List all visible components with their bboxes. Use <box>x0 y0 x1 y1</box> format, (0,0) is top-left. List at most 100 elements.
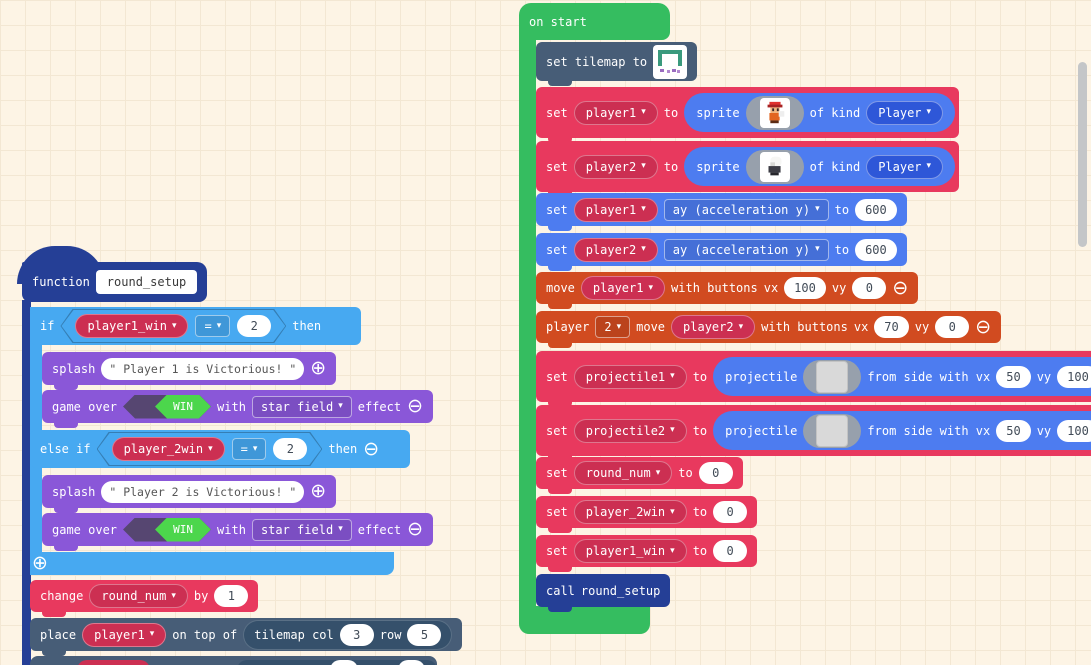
variable-dropdown-player-2win[interactable]: player_2win ▾ <box>112 437 225 461</box>
row-number-input[interactable]: 5 <box>407 623 442 646</box>
variable-dropdown-round-num[interactable]: round_num ▾ <box>573 461 673 485</box>
condition-hexagon[interactable]: player_2win ▾ = ▾ 2 <box>97 432 323 466</box>
sprite-of-kind-block[interactable]: sprite of kind Player ▾ <box>684 147 956 186</box>
effect-dropdown[interactable]: star field ▾ <box>251 395 352 418</box>
player-number-dropdown[interactable]: 2 ▾ <box>595 316 631 338</box>
plus-circle-icon[interactable]: ⊕ <box>310 357 327 379</box>
call-function-block[interactable]: call round_setup <box>536 574 671 612</box>
tilemap-thumbnail[interactable] <box>653 44 688 79</box>
win-toggle[interactable]: WIN <box>123 395 211 419</box>
variable-dropdown-player-2win[interactable]: player_2win ▾ <box>573 500 687 524</box>
number-input[interactable]: 600 <box>855 238 897 261</box>
vertical-scrollbar[interactable] <box>1078 62 1087 247</box>
game-over-block-2[interactable]: game over WIN with star field ▾ effect ⊖ <box>42 513 433 551</box>
variable-dropdown-player1[interactable]: player1 ▾ <box>573 197 658 222</box>
property-dropdown[interactable]: ay (acceleration y) ▾ <box>663 198 829 221</box>
sprite-image-field[interactable] <box>745 95 804 130</box>
place-on-tile-block[interactable]: place player1 ▾ on top of tilemap col 3 … <box>30 618 463 656</box>
number-input[interactable]: 1 <box>214 585 249 607</box>
projectile-from-side-block[interactable]: projectile from side with vx 50 vy 100 <box>713 411 1091 450</box>
set-player1-win-block[interactable]: set player1_win ▾ to 0 <box>536 535 758 572</box>
number-input[interactable]: 2 <box>273 438 307 460</box>
set-sprite-property-block-2[interactable]: set player2 ▾ ay (acceleration y) ▾ to 6… <box>536 233 907 271</box>
variable-dropdown-player1-win[interactable]: player1_win ▾ <box>75 314 188 338</box>
vx-number-input[interactable]: 50 <box>996 419 1031 442</box>
minus-circle-icon[interactable]: ⊖ <box>363 437 380 460</box>
property-dropdown[interactable]: ay (acceleration y) ▾ <box>663 238 829 261</box>
projectile-image-field[interactable] <box>803 359 862 394</box>
condition-hexagon[interactable]: player1_win ▾ = ▾ 2 <box>60 309 286 343</box>
place-block-partial[interactable] <box>30 656 437 665</box>
move-with-buttons-block[interactable]: move player1 ▾ with buttons vx 100 vy 0 … <box>536 272 919 309</box>
set-variable-sprite-block-2[interactable]: set player2 ▾ to sprite of kind Play <box>536 141 960 197</box>
variable-dropdown-player1[interactable]: player1 ▾ <box>82 622 167 647</box>
set-variable-sprite-block-1[interactable]: set player1 ▾ to sprite <box>536 87 960 143</box>
win-toggle[interactable]: WIN <box>123 518 211 542</box>
player2-move-with-buttons-block[interactable]: player 2 ▾ move player2 ▾ with buttons v… <box>536 311 1002 348</box>
dropdown-arrow-icon: ▾ <box>641 161 646 171</box>
kind-dropdown[interactable]: Player ▾ <box>866 100 944 125</box>
number-input[interactable]: 2 <box>237 315 271 337</box>
variable-dropdown-round-num[interactable]: round_num ▾ <box>89 584 188 608</box>
minus-circle-icon[interactable]: ⊖ <box>892 276 909 299</box>
function-name-input[interactable]: round_setup <box>95 270 198 294</box>
effect-dropdown[interactable]: star field ▾ <box>251 518 352 541</box>
to-label: to <box>692 505 708 519</box>
set-player-2win-block[interactable]: set player_2win ▾ to 0 <box>536 496 758 533</box>
variable-dropdown-projectile2[interactable]: projectile2 ▾ <box>573 418 687 443</box>
comparison-operator-dropdown[interactable]: = ▾ <box>195 315 230 337</box>
number-input[interactable]: 0 <box>698 462 733 484</box>
variable-dropdown-player1[interactable]: player1 ▾ <box>573 100 658 125</box>
projectile-image-field[interactable] <box>803 413 862 448</box>
variable-dropdown-projectile1[interactable]: projectile1 ▾ <box>573 364 687 389</box>
number-input[interactable]: 600 <box>855 198 897 221</box>
vx-number-input[interactable]: 70 <box>874 316 909 338</box>
variable-name: projectile2 <box>585 423 666 438</box>
vy-number-input[interactable]: 0 <box>935 316 970 338</box>
splash-block-2[interactable]: splash " Player 2 is Victorious! " ⊕ <box>42 475 337 513</box>
variable-dropdown-player2[interactable]: player2 ▾ <box>573 237 658 262</box>
minus-circle-icon[interactable]: ⊖ <box>407 395 423 417</box>
vx-label: vx <box>853 320 869 334</box>
if-block[interactable]: if player1_win ▾ = ▾ 2 then <box>30 307 361 345</box>
plus-circle-icon[interactable]: ⊕ <box>32 552 48 574</box>
minus-circle-icon[interactable]: ⊖ <box>407 518 423 540</box>
kind-dropdown[interactable]: Player ▾ <box>866 154 944 179</box>
plus-circle-icon[interactable]: ⊕ <box>310 480 327 502</box>
comparison-operator-dropdown[interactable]: = ▾ <box>232 438 267 460</box>
on-start-block[interactable]: on start <box>519 3 670 40</box>
variable-dropdown-player2[interactable]: player2 ▾ <box>573 154 658 179</box>
tilemap-location-block[interactable]: tilemap col 3 row 5 <box>243 619 453 650</box>
set-tilemap-block[interactable]: set tilemap to <box>536 42 698 86</box>
string-input[interactable]: " Player 2 is Victorious! " <box>101 480 305 503</box>
vy-number-input[interactable]: 0 <box>852 277 887 299</box>
with-label: with <box>217 399 246 414</box>
sprite-of-kind-block[interactable]: sprite of kind Player <box>684 93 956 132</box>
variable-dropdown-player2[interactable]: player2 ▾ <box>671 315 756 339</box>
game-over-block-1[interactable]: game over WIN with star field ▾ effect ⊖ <box>42 390 433 428</box>
vx-number-input[interactable]: 50 <box>996 365 1031 388</box>
col-number-input[interactable]: 3 <box>339 623 374 646</box>
vy-number-input[interactable]: 100 <box>1057 419 1091 442</box>
if-block-footer[interactable]: ⊕ <box>30 552 394 575</box>
variable-dropdown-player1[interactable]: player1 ▾ <box>580 276 666 300</box>
number-input[interactable]: 0 <box>713 540 748 562</box>
function-definition-block[interactable]: function round_setup <box>22 262 208 302</box>
vx-number-input[interactable]: 100 <box>784 277 826 299</box>
else-if-bar[interactable]: else if player_2win ▾ = ▾ 2 then ⊖ <box>30 430 410 468</box>
projectile-from-side-block[interactable]: projectile from side with vx 50 vy 100 <box>713 357 1091 396</box>
set-sprite-property-block-1[interactable]: set player1 ▾ ay (acceleration y) ▾ to 6… <box>536 193 907 231</box>
vy-number-input[interactable]: 100 <box>1057 365 1091 388</box>
minus-circle-icon[interactable]: ⊖ <box>975 315 992 338</box>
number-input[interactable]: 0 <box>713 501 748 523</box>
dropdown-arrow-icon: ▾ <box>252 443 258 454</box>
set-projectile-block-1[interactable]: set projectile1 ▾ to projectile from sid… <box>536 351 1091 407</box>
variable-dropdown-player1-win[interactable]: player1_win ▾ <box>573 539 687 563</box>
set-round-num-block[interactable]: set round_num ▾ to 0 <box>536 457 743 494</box>
set-projectile-block-2[interactable]: set projectile2 ▾ to projectile from sid… <box>536 405 1091 461</box>
string-input[interactable]: " Player 1 is Victorious! " <box>101 357 305 380</box>
sprite-image-field[interactable] <box>745 149 804 184</box>
splash-block-1[interactable]: splash " Player 1 is Victorious! " ⊕ <box>42 352 337 390</box>
change-variable-block[interactable]: change round_num ▾ by 1 <box>30 580 259 617</box>
